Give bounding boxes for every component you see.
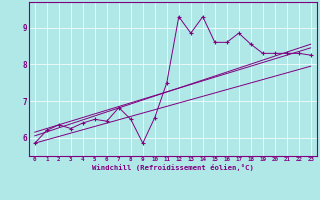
X-axis label: Windchill (Refroidissement éolien,°C): Windchill (Refroidissement éolien,°C) [92, 164, 254, 171]
